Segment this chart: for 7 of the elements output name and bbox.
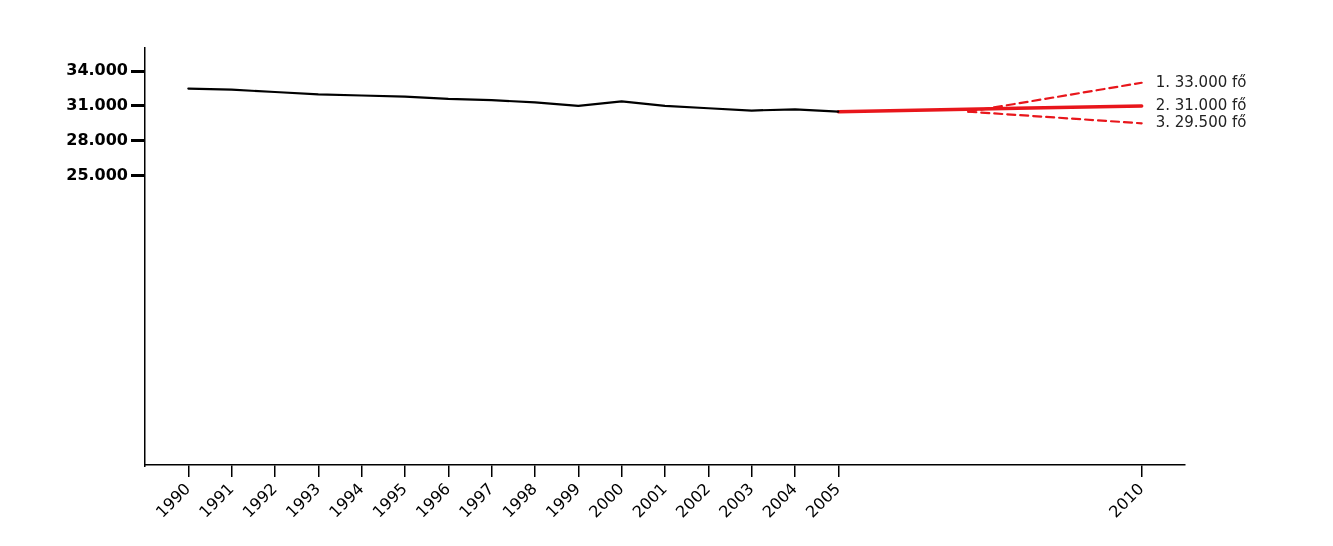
annotation: 3. 29.500 fő [1155, 113, 1247, 132]
y-tick-label: 28.000 [66, 129, 128, 149]
annotation: 1. 33.000 fő [1155, 72, 1247, 91]
y-tick-label: 34.000 [66, 60, 128, 80]
y-tick-label: 31.000 [66, 95, 128, 115]
y-tick-label: 25.000 [66, 164, 128, 184]
annotation: 2. 31.000 fő [1155, 95, 1247, 114]
